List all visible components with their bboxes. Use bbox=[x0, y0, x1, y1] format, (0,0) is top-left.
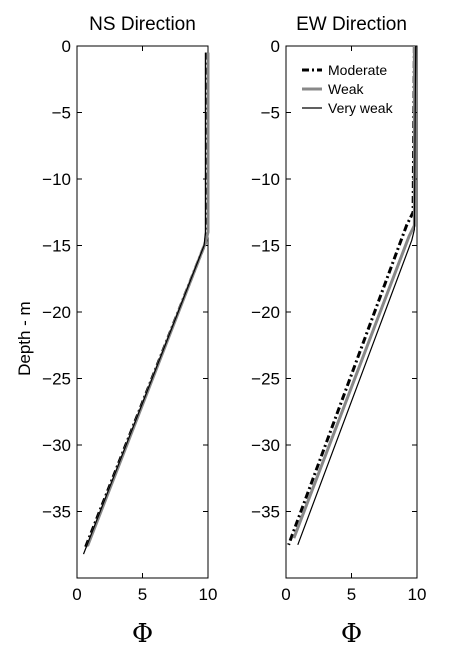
chart-1-xtick-label: 0 bbox=[72, 585, 81, 604]
chart-1-ytick-label: −25 bbox=[42, 370, 71, 389]
chart-1-xtick-label: 5 bbox=[138, 585, 147, 604]
chart-2-ytick-label: −15 bbox=[251, 237, 280, 256]
chart-1-xlabel: Φ bbox=[132, 619, 153, 649]
chart-2-ytick-label: −20 bbox=[251, 303, 280, 322]
chart-2-xtick-label: 10 bbox=[408, 585, 427, 604]
chart-1-ytick-label: −5 bbox=[52, 104, 71, 123]
chart-2-ytick-label: −30 bbox=[251, 436, 280, 455]
chart-1-ytick-label: −30 bbox=[42, 436, 71, 455]
chart-2-xtick-label: 5 bbox=[347, 585, 356, 604]
chart-1-title: NS Direction bbox=[89, 14, 196, 35]
chart-1-frame bbox=[76, 45, 209, 579]
legend-label-weak: Weak bbox=[328, 81, 365, 97]
chart-1-ylabel: Depth - m bbox=[15, 301, 34, 376]
chart-2-title: EW Direction bbox=[296, 14, 407, 35]
legend-label-very-weak: Very weak bbox=[328, 100, 394, 116]
chart-2-ytick-label: −5 bbox=[261, 104, 280, 123]
chart-1-xtick-label: 10 bbox=[199, 585, 218, 604]
chart-2-xtick-label: 0 bbox=[281, 585, 290, 604]
chart-2-ytick-label: −25 bbox=[251, 370, 280, 389]
chart-2-ytick-label: 0 bbox=[271, 37, 280, 56]
chart-1-series-line-3 bbox=[82, 52, 206, 555]
chart-1-ytick-label: −20 bbox=[42, 303, 71, 322]
chart-1-series-line-1 bbox=[83, 52, 209, 550]
chart-2-ytick-label: −35 bbox=[251, 503, 280, 522]
chart-1-ytick-label: −35 bbox=[42, 503, 71, 522]
chart-1-ytick-label: −10 bbox=[42, 170, 71, 189]
chart-2-series-weak bbox=[292, 46, 416, 539]
chart-2-ytick-label: −10 bbox=[251, 170, 280, 189]
chart-2-series-very-weak bbox=[297, 45, 417, 546]
chart-2-series-moderate bbox=[287, 45, 416, 546]
legend-label-moderate: Moderate bbox=[328, 62, 387, 78]
chart-1-ytick-label: 0 bbox=[62, 37, 71, 56]
chart-2-xlabel: Φ bbox=[341, 619, 362, 649]
chart-1-series-line-2 bbox=[86, 52, 210, 547]
chart-1-ytick-label: −15 bbox=[42, 237, 71, 256]
